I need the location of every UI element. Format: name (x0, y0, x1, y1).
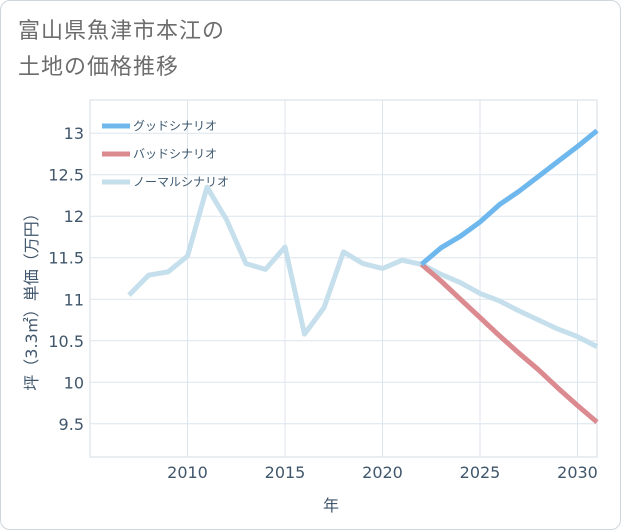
plot-area (89, 99, 598, 458)
y-axis-title: 坪（3.3㎡）単価（万円） (22, 205, 41, 390)
series-line-1 (419, 128, 599, 267)
x-tick-label: 2020 (362, 463, 403, 482)
series-line-3 (127, 184, 599, 349)
series-layer (127, 128, 599, 425)
y-tick-label: 10 (64, 373, 84, 392)
grid-lines (90, 100, 597, 457)
series-line-2 (419, 262, 599, 425)
x-tick-label: 2025 (460, 463, 501, 482)
chart-title-line-1: 富山県魚津市本江の (18, 19, 226, 44)
x-tick-label: 2010 (167, 463, 208, 482)
y-tick-label: 11 (64, 290, 84, 309)
x-tick-label: 2030 (557, 463, 598, 482)
x-tick-label: 2015 (265, 463, 306, 482)
y-tick-label: 12 (64, 207, 84, 226)
y-tick-labels: 9.5 10 10.5 11 11.5 12 12.5 13 (48, 124, 84, 434)
y-tick-label: 13 (64, 124, 84, 143)
chart-title-line-2: 土地の価格推移 (18, 55, 180, 80)
legend-label: グッドシナリオ (133, 119, 217, 133)
y-tick-label: 9.5 (59, 415, 84, 434)
y-tick-label: 12.5 (48, 166, 84, 185)
chart-title: 富山県魚津市本江の 土地の価格推移 (18, 14, 438, 86)
y-tick-label: 11.5 (48, 249, 84, 268)
x-tick-labels: 2010 2015 2020 2025 2030 (167, 463, 598, 482)
x-axis-title: 年 (323, 496, 339, 515)
legend-label: ノーマルシナリオ (133, 175, 229, 189)
y-tick-label: 10.5 (48, 332, 84, 351)
legend-label: バッドシナリオ (133, 147, 217, 161)
